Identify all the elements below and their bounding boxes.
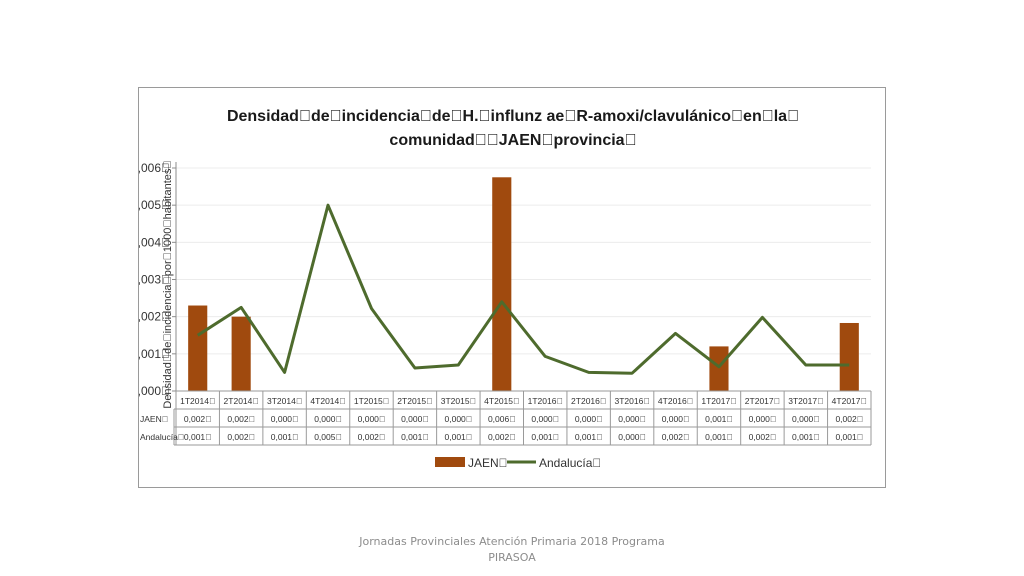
table-cell-value: 0,002  xyxy=(749,432,777,442)
legend-label-jaen: JAEN  xyxy=(468,456,508,470)
line-andalucia xyxy=(196,203,850,375)
y-tick-label: 0,004  xyxy=(139,235,170,249)
table-cell-value: 0,000  xyxy=(445,414,473,424)
x-category-label: 1T2017  xyxy=(701,396,736,406)
y-tick-label: 0,003  xyxy=(139,273,170,287)
chart-title-line-1: Densidad de incidencia de H. influnz ae … xyxy=(227,108,799,125)
legend-swatch-jaen xyxy=(435,457,465,467)
table-cell-value: 0,002  xyxy=(835,414,863,424)
x-category-label: 3T2015  xyxy=(441,396,476,406)
table-cell-value: 0,001  xyxy=(792,432,820,442)
table-cell-value: 0,000  xyxy=(314,414,342,424)
table-cell-value: 0,000  xyxy=(749,414,777,424)
table-cell-value: 0,001  xyxy=(705,414,733,424)
x-category-label: 1T2014  xyxy=(180,396,215,406)
x-category-label: 4T2015  xyxy=(484,396,519,406)
y-tick-label: 0,006  xyxy=(139,161,170,175)
x-category-label: 3T2017  xyxy=(788,396,823,406)
table-cell-value: 0,000  xyxy=(358,414,386,424)
footer-line-1: Jornadas Provinciales Atención Primaria … xyxy=(359,535,665,548)
y-tick-label: 0,002  xyxy=(139,310,170,324)
table-cell-value: 0,002  xyxy=(227,432,255,442)
y-tick-label: 0,001  xyxy=(139,347,170,361)
footer-line-2: PIRASOA xyxy=(488,551,536,564)
table-cell-value: 0,000  xyxy=(401,414,429,424)
x-category-label: 4T2017  xyxy=(832,396,867,406)
table-cell-value: 0,001  xyxy=(575,432,603,442)
x-category-label: 2T2015  xyxy=(397,396,432,406)
x-category-label: 3T2016  xyxy=(614,396,649,406)
table-cell-value: 0,001  xyxy=(445,432,473,442)
table-row-label: JAEN  xyxy=(140,414,168,424)
x-category-label: 3T2014  xyxy=(267,396,302,406)
table-cell-value: 0,001  xyxy=(271,432,299,442)
bar-jaen xyxy=(188,305,208,391)
chart-svg: Densidad de incidencia de H. influnz ae … xyxy=(139,108,872,470)
table-cell-value: 0,002  xyxy=(358,432,386,442)
table-cell-value: 0,000  xyxy=(618,432,646,442)
bar-jaen xyxy=(231,316,251,391)
table-cell-value: 0,002  xyxy=(184,414,212,424)
x-category-label: 1T2016  xyxy=(528,396,563,406)
table-cell-value: 0,000  xyxy=(618,414,646,424)
x-category-label: 2T2014  xyxy=(224,396,259,406)
table-cell-value: 0,001  xyxy=(531,432,559,442)
table-cell-value: 0,000  xyxy=(531,414,559,424)
x-category-label: 4T2014  xyxy=(310,396,345,406)
table-cell-value: 0,002  xyxy=(488,432,516,442)
y-axis-label: Densidad de incidencia por 1000 habitant… xyxy=(162,160,174,408)
legend-label-andalucia: Andalucía  xyxy=(539,456,601,470)
table-cell-value: 0,001  xyxy=(401,432,429,442)
table-cell-value: 0,000  xyxy=(575,414,603,424)
table-cell-value: 0,000  xyxy=(792,414,820,424)
x-category-label: 2T2016  xyxy=(571,396,606,406)
table-row-label: Andalucía  xyxy=(140,432,184,442)
bar-jaen xyxy=(492,177,512,391)
table-cell-value: 0,001  xyxy=(835,432,863,442)
chart-frame: Densidad de incidencia de H. influnz ae … xyxy=(138,87,886,488)
x-category-label: 2T2017  xyxy=(745,396,780,406)
table-cell-value: 0,002  xyxy=(227,414,255,424)
bar-jaen xyxy=(839,322,859,391)
table-cell-value: 0,001  xyxy=(184,432,212,442)
table-cell-value: 0,006  xyxy=(488,414,516,424)
table-cell-value: 0,002  xyxy=(662,432,690,442)
bar-jaen xyxy=(709,346,729,391)
slide-footer: Jornadas Provinciales Atención Primaria … xyxy=(312,534,712,566)
x-category-label: 1T2015  xyxy=(354,396,389,406)
x-category-label: 4T2016  xyxy=(658,396,693,406)
y-tick-label: 0,005  xyxy=(139,198,170,212)
y-tick-label: 0,000  xyxy=(139,384,170,398)
table-cell-value: 0,000  xyxy=(662,414,690,424)
table-cell-value: 0,001  xyxy=(705,432,733,442)
chart-title-line-2: comunidad  JAEN provincia  xyxy=(389,132,636,149)
table-cell-value: 0,005  xyxy=(314,432,342,442)
table-cell-value: 0,000  xyxy=(271,414,299,424)
